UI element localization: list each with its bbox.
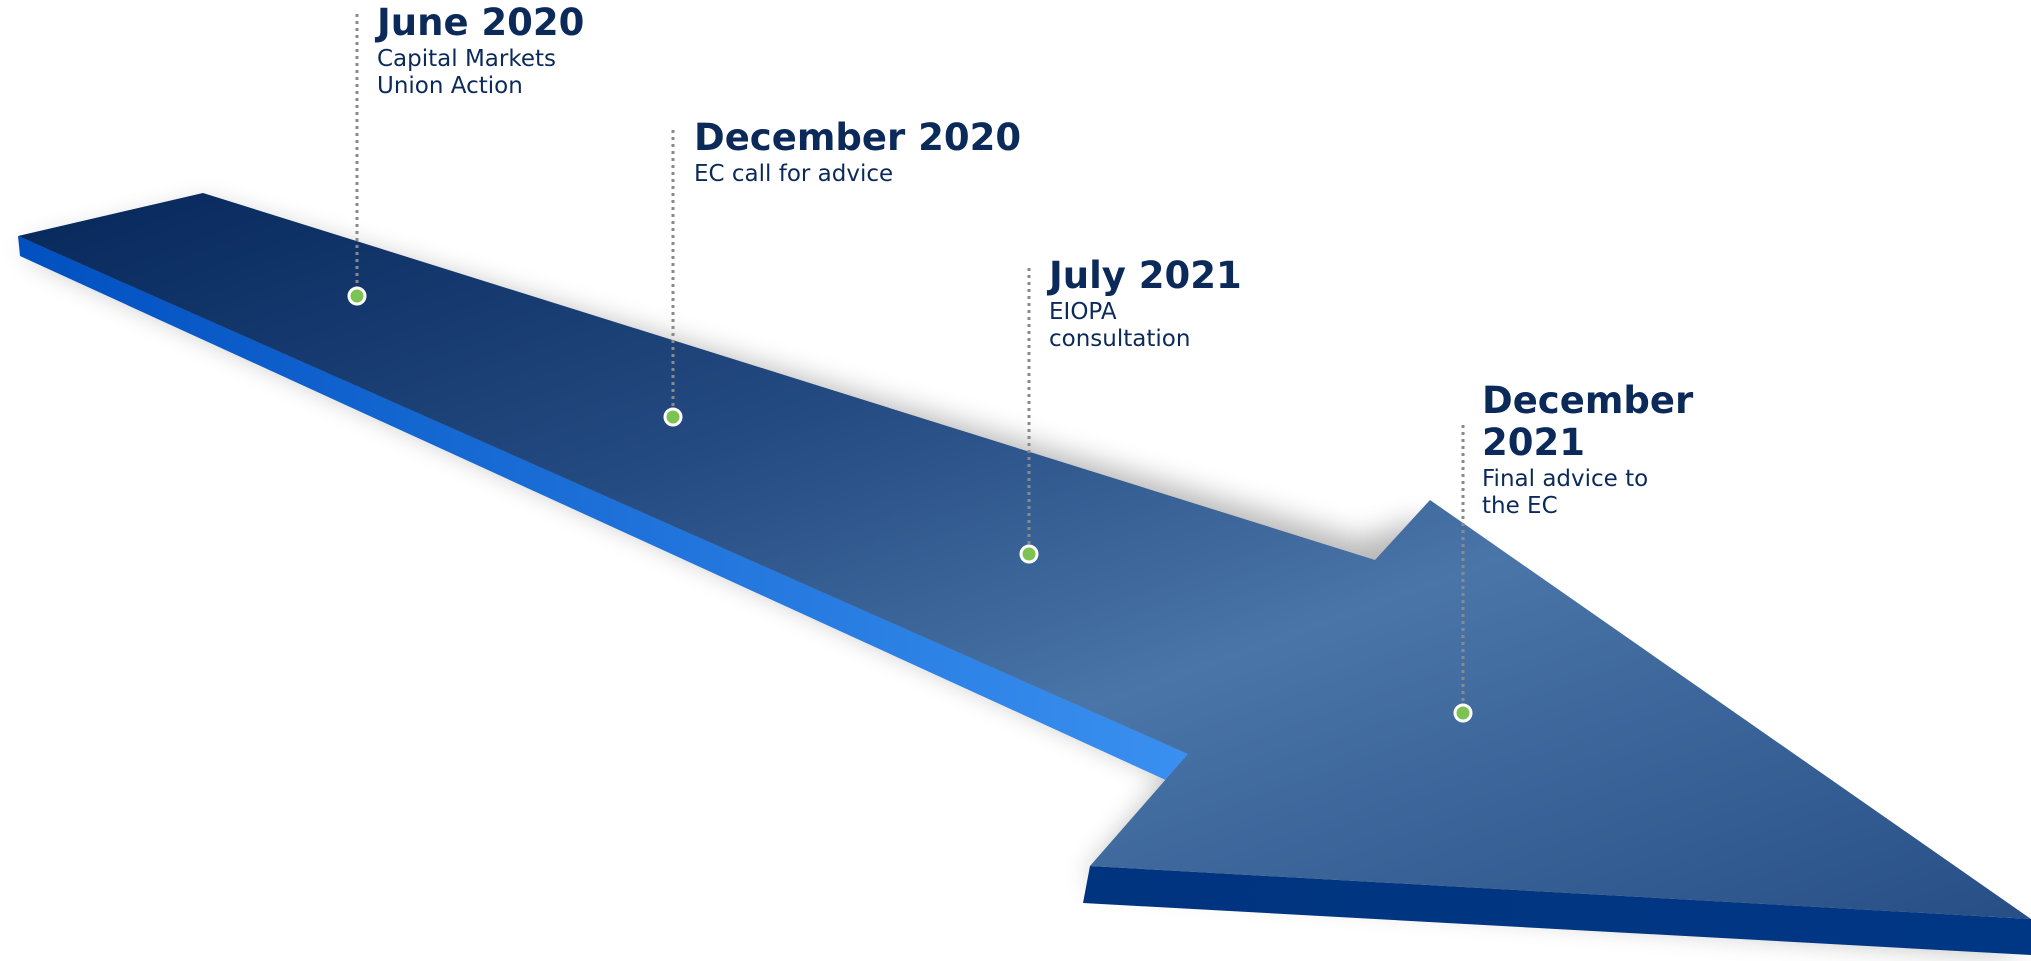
milestone-description-line: Union Action bbox=[377, 73, 523, 99]
milestone-description-line: Capital Markets bbox=[377, 46, 557, 72]
milestone-date: June 2020 bbox=[377, 1, 585, 44]
milestone-description-line: consultation bbox=[1049, 326, 1191, 352]
arrow-shaft-edge bbox=[18, 236, 1188, 782]
milestone-december-2020: December 2020 EC call for advice bbox=[694, 117, 1114, 188]
milestone-description-line: the EC bbox=[1482, 493, 1558, 519]
milestone-description-line: EC call for advice bbox=[694, 161, 894, 187]
milestone-date: December 2021 bbox=[1482, 379, 1694, 464]
milestone-july-2021: July 2021 EIOPA consultation bbox=[1049, 255, 1329, 353]
milestone-description-line: EIOPA bbox=[1049, 299, 1117, 325]
milestone-date: July 2021 bbox=[1049, 254, 1242, 297]
milestone-marker-4 bbox=[1453, 703, 1473, 723]
arrow-head-front bbox=[1083, 866, 2031, 955]
milestone-marker-1 bbox=[347, 286, 367, 306]
milestone-description-line: Final advice to bbox=[1482, 466, 1649, 492]
milestone-june-2020: June 2020 Capital Markets Union Action bbox=[377, 2, 657, 100]
milestone-december-2021: December 2021 Final advice to the EC bbox=[1482, 380, 1742, 520]
milestone-date: December 2020 bbox=[694, 116, 1022, 159]
milestone-marker-3 bbox=[1019, 544, 1039, 564]
milestone-marker-2 bbox=[663, 407, 683, 427]
